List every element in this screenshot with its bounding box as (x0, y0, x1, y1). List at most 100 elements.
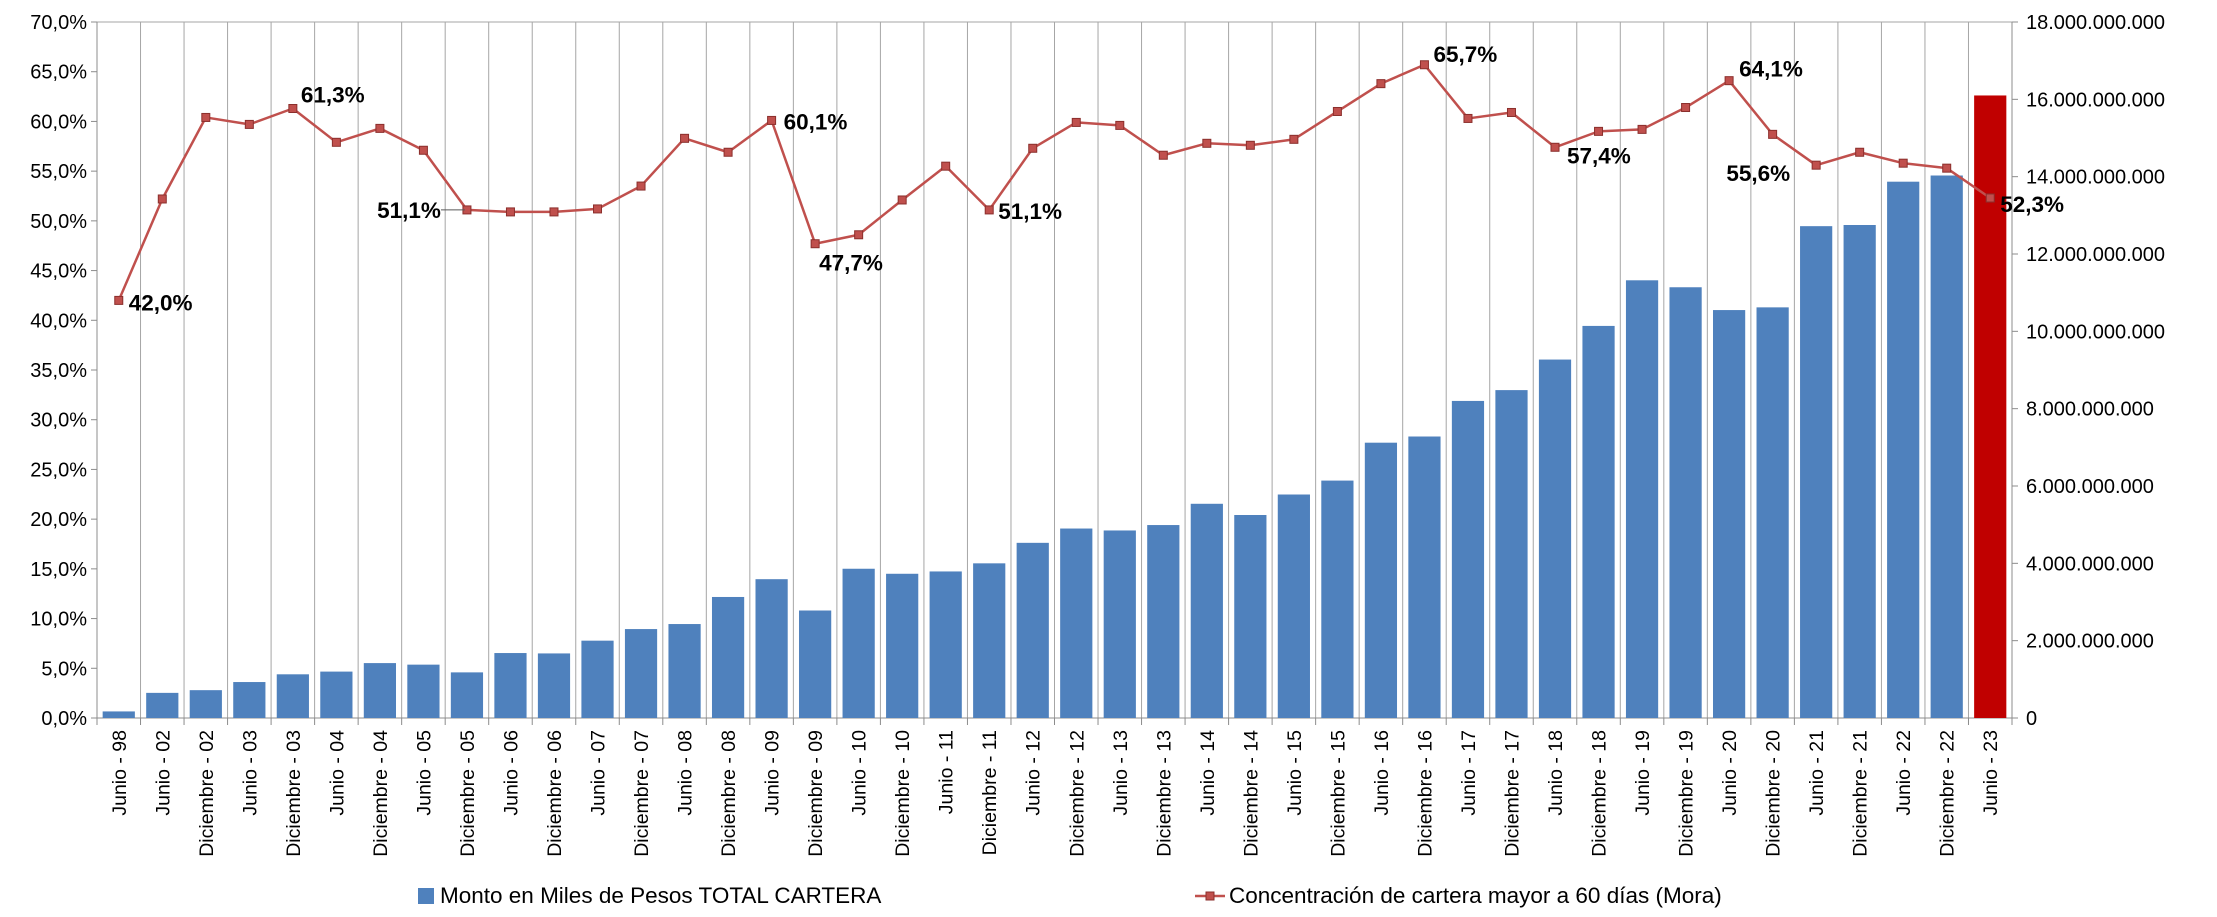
line-point (984, 205, 994, 215)
x-tick-label: Diciembre - 19 (1676, 730, 1698, 857)
bar (1190, 503, 1223, 718)
legend-marker-swatch (1205, 891, 1215, 901)
right-tick-label: 6.000.000.000 (2026, 476, 2154, 498)
left-tick-label: 0,0% (41, 708, 87, 730)
left-tick-label: 35,0% (30, 360, 87, 382)
x-tick-label: Diciembre - 05 (457, 730, 479, 857)
bar (407, 664, 440, 718)
line-point (680, 133, 690, 143)
bar (842, 568, 875, 718)
left-tick-label: 50,0% (30, 211, 87, 233)
x-tick-label: Junio - 23 (1980, 730, 2002, 816)
bar (973, 563, 1006, 718)
x-axis-tick-labels: Junio - 98 Junio - 02 Diciembre - 02 Junio … (96, 718, 2013, 857)
x-tick-label: Junio - 04 (326, 730, 348, 816)
left-tick-label: 70,0% (30, 12, 87, 34)
x-tick-label: Junio - 15 (1284, 730, 1306, 816)
line-point (810, 239, 820, 249)
x-tick-label: Diciembre - 16 (1414, 730, 1436, 857)
x-tick-label: Diciembre - 04 (370, 730, 392, 857)
bar (1321, 480, 1354, 718)
bar (1538, 359, 1572, 718)
line-point (767, 115, 777, 125)
right-tick-label: 2.000.000.000 (2026, 631, 2154, 653)
legend-label-bars: Monto en Miles de Pesos TOTAL CARTERA (440, 883, 881, 908)
line-point (1724, 76, 1734, 86)
x-tick-label: Junio - 18 (1545, 730, 1567, 816)
line-point (157, 194, 167, 204)
line-point (1898, 158, 1908, 168)
bar (1800, 226, 1833, 718)
line-point (1811, 160, 1821, 170)
bar-series-total-cartera (102, 95, 2007, 719)
x-tick-label: Junio - 06 (500, 730, 522, 816)
x-tick-label: Junio - 19 (1632, 730, 1654, 816)
line-point (1506, 107, 1516, 117)
x-tick-label: Junio - 07 (588, 730, 610, 816)
left-tick-label: 55,0% (30, 161, 87, 183)
x-tick-label: Junio - 02 (152, 730, 174, 816)
x-tick-label: Junio - 22 (1893, 730, 1915, 816)
bar (1103, 530, 1136, 718)
x-tick-label: Diciembre - 20 (1763, 730, 1785, 857)
bar (189, 690, 222, 718)
bar (624, 629, 658, 718)
line-point (1942, 163, 1952, 173)
x-tick-label: Diciembre - 21 (1850, 730, 1872, 857)
bar (1712, 310, 1746, 718)
bar (537, 653, 571, 718)
bar (668, 624, 701, 718)
right-tick-label: 12.000.000.000 (2026, 244, 2165, 266)
bar (1451, 400, 1485, 718)
bar (102, 711, 135, 718)
left-tick-label: 10,0% (30, 609, 87, 631)
line-point (114, 295, 124, 305)
x-tick-label: Diciembre - 06 (544, 730, 566, 857)
bar (581, 640, 614, 718)
line-data-label: 52,3% (2000, 192, 2064, 217)
line-point (1245, 140, 1255, 150)
chart-legend: Monto en Miles de Pesos TOTAL CARTERA Co… (418, 883, 1722, 908)
x-tick-label: Junio - 09 (762, 730, 784, 816)
line-path (117, 63, 1991, 301)
line-data-label: 64,1% (1739, 57, 1803, 82)
left-y-axis-ticks: 0,0% 5,0% 10,0% 15,0% 20,0% 25,0% 30,0% 35,0% 40… (30, 12, 97, 730)
x-tick-label: Junio - 11 (936, 730, 958, 814)
bar (1364, 442, 1398, 718)
bar (276, 674, 309, 718)
line-point (1985, 193, 1995, 203)
line-point (1550, 142, 1560, 152)
bar (755, 579, 788, 718)
x-tick-label: Diciembre - 11 (979, 730, 1001, 855)
left-tick-label: 60,0% (30, 111, 87, 133)
right-tick-label: 10.000.000.000 (2026, 321, 2165, 343)
x-tick-label: Diciembre - 18 (1589, 730, 1611, 857)
right-tick-label: 0 (2026, 708, 2037, 730)
line-data-label: 65,7% (1433, 42, 1497, 67)
line-point (1202, 138, 1212, 148)
line-point (505, 207, 515, 217)
line-point (854, 230, 864, 240)
x-tick-label: Junio - 13 (1110, 730, 1132, 816)
legend-label-line: Concentración de cartera mayor a 60 días… (1229, 883, 1722, 908)
left-tick-label: 65,0% (30, 62, 87, 84)
right-tick-label: 16.000.000.000 (2026, 89, 2165, 111)
bar (1625, 280, 1659, 718)
line-data-label: 51,1% (998, 199, 1062, 224)
bar (886, 573, 919, 718)
line-point (1681, 103, 1691, 113)
x-tick-label: Diciembre - 12 (1066, 730, 1088, 857)
bar (1277, 494, 1310, 718)
right-tick-label: 14.000.000.000 (2026, 167, 2165, 189)
vertical-gridlines (96, 21, 2013, 718)
left-tick-label: 20,0% (30, 509, 87, 531)
bar (494, 653, 527, 718)
x-tick-label: Junio - 10 (849, 730, 871, 816)
right-tick-label: 18.000.000.000 (2026, 12, 2165, 34)
line-point (201, 112, 211, 122)
line-point (1637, 124, 1647, 134)
x-tick-label: Diciembre - 08 (718, 730, 740, 857)
bar (1147, 525, 1180, 718)
line-data-labels: 42,0% 61,3% 51,1% 60,1% 47,7% 51,1% 65,7% 57,4%… (129, 42, 2064, 316)
